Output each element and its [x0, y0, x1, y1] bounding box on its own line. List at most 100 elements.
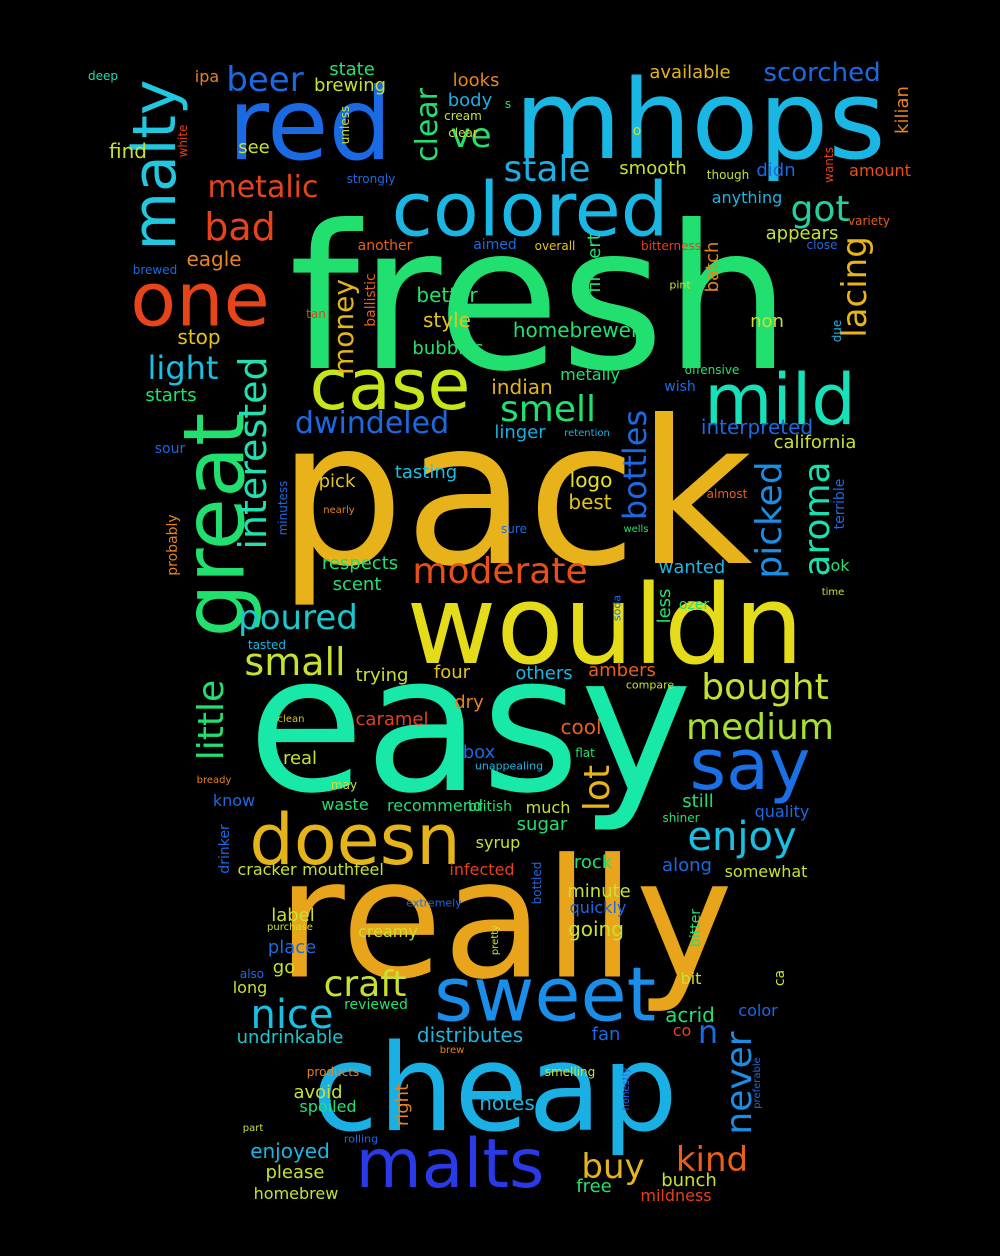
cloud-word: sweet: [433, 950, 657, 1039]
cloud-word: cheap: [312, 1020, 678, 1159]
cloud-word: metally: [560, 365, 620, 384]
cloud-word: creamy: [358, 922, 418, 941]
cloud-word: recommend: [387, 796, 483, 815]
cloud-word: right: [392, 1083, 413, 1127]
cloud-word: n: [697, 1013, 719, 1051]
cloud-word: enjoy: [687, 814, 797, 860]
cloud-word: brewed: [132, 263, 178, 277]
cloud-word: place: [267, 937, 317, 958]
cloud-word: bunch: [661, 1170, 717, 1191]
cloud-word: enjoyed: [250, 1139, 330, 1163]
cloud-word: malty: [120, 79, 190, 251]
cloud-word: smooth: [619, 158, 687, 179]
cloud-word: sure: [501, 522, 527, 536]
cloud-word: find: [109, 139, 147, 163]
cloud-word: sour: [154, 441, 186, 457]
cloud-word: avoid: [293, 1082, 343, 1103]
cloud-word: tasting: [394, 462, 458, 483]
cloud-word: metalic: [207, 170, 319, 205]
cloud-word: wish: [664, 379, 696, 395]
cloud-word: craft: [323, 964, 407, 1005]
cloud-word: wouldn: [406, 561, 804, 689]
cloud-word: anything: [711, 188, 783, 207]
cloud-word: quality: [754, 802, 810, 821]
cloud-word: overall: [534, 239, 576, 253]
cloud-word: minute: [567, 881, 631, 902]
cloud-word: much: [525, 798, 571, 817]
cloud-word: offensive: [684, 363, 740, 377]
cloud-word: stop: [177, 325, 221, 349]
cloud-word: clear: [448, 126, 478, 140]
cloud-word: syrup: [475, 833, 521, 852]
cloud-word: say: [689, 724, 811, 806]
cloud-word: batch: [702, 241, 723, 293]
cloud-word: stale: [503, 149, 591, 190]
cloud-word: pack: [277, 378, 753, 611]
cloud-word: money: [327, 279, 360, 375]
cloud-word: clean: [277, 714, 305, 725]
cloud-word: kilian: [892, 86, 913, 134]
cloud-word: ve: [450, 116, 492, 156]
cloud-word: dry: [454, 692, 484, 713]
cloud-word: flat: [575, 746, 595, 760]
cloud-word: cracker: [237, 860, 297, 879]
cloud-word: british: [467, 799, 513, 815]
cloud-word: going: [568, 917, 624, 941]
cloud-word: reviewed: [344, 997, 408, 1013]
cloud-word: almost: [706, 487, 748, 501]
cloud-word: doesn: [249, 799, 461, 881]
cloud-word: bought: [701, 667, 829, 708]
cloud-word: little: [191, 679, 232, 761]
cloud-word: beer: [226, 60, 304, 100]
cloud-word: wanted: [658, 557, 726, 578]
cloud-word: california: [773, 432, 857, 453]
cloud-word: medium: [686, 707, 834, 748]
cloud-word: label: [271, 905, 315, 926]
cloud-word: caramel: [355, 709, 429, 730]
cloud-word: deep: [88, 69, 118, 83]
cloud-word: notes: [479, 1091, 535, 1115]
cloud-word: colored: [391, 165, 669, 254]
cloud-word: color: [738, 1001, 778, 1020]
cloud-word: smelling: [544, 1065, 596, 1079]
cloud-word: ipa: [194, 67, 220, 86]
cloud-word: purchase: [267, 922, 313, 933]
cloud-word: got: [790, 189, 850, 230]
cloud-word: bottled: [530, 861, 544, 905]
cloud-word: honestly: [621, 1067, 632, 1111]
cloud-word: along: [662, 855, 712, 876]
cloud-word: indian: [491, 375, 553, 399]
cloud-word: may: [330, 778, 358, 792]
cloud-word: unless: [338, 105, 352, 145]
cloud-word: still: [682, 791, 714, 812]
cloud-word: four: [433, 662, 471, 683]
cloud-word: ok: [830, 556, 850, 575]
cloud-word: interested: [231, 356, 275, 550]
cloud-word: box: [462, 742, 496, 763]
cloud-word: drinker: [217, 824, 233, 874]
cloud-word: tasted: [247, 638, 287, 652]
cloud-word: small: [244, 640, 346, 684]
cloud-word: another: [357, 238, 413, 254]
cloud-word: non: [750, 311, 784, 332]
cloud-word: real: [282, 748, 318, 769]
cloud-word: white: [176, 124, 190, 158]
cloud-word: starts: [145, 385, 197, 406]
cloud-word: homebrewer: [512, 318, 640, 342]
cloud-word: infected: [449, 860, 515, 879]
cloud-word: one: [130, 255, 270, 344]
cloud-word: easy: [247, 614, 693, 835]
cloud-word: please: [265, 1162, 325, 1183]
cloud-word: logo: [569, 468, 613, 492]
cloud-word: co: [672, 1021, 692, 1040]
cloud-word: homebrew: [253, 1184, 339, 1203]
cloud-word: scent: [332, 574, 382, 595]
cloud-word: mildness: [640, 1186, 712, 1205]
cloud-word: mild: [704, 359, 856, 441]
cloud-word: s: [504, 97, 512, 111]
cloud-word: style: [423, 308, 471, 332]
cloud-word: looks: [452, 70, 500, 91]
cloud-word: smell: [500, 389, 596, 430]
cloud-word: sugar: [516, 814, 568, 835]
cloud-word: shiner: [662, 811, 700, 825]
